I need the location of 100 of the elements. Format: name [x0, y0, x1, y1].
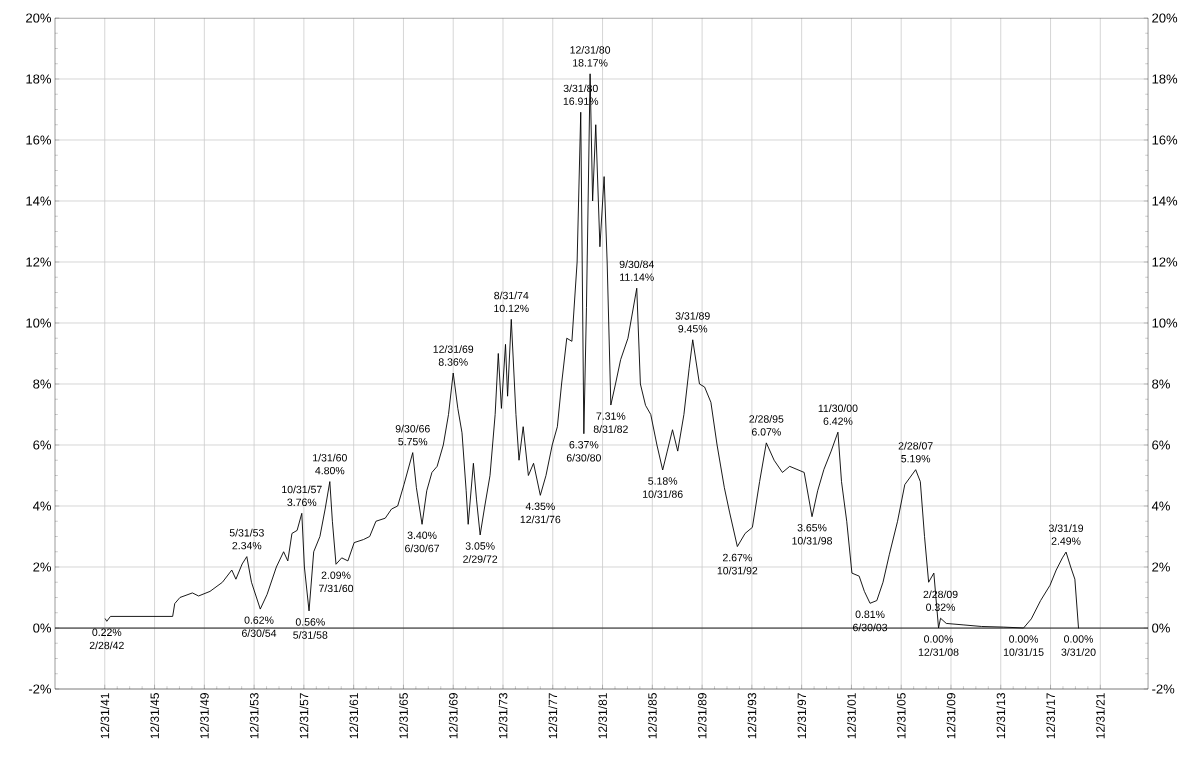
x-tick-label: 12/31/89 [697, 693, 707, 739]
x-tick-label: 12/31/17 [1046, 693, 1055, 739]
annotation: 12/31/76 [520, 515, 561, 524]
annotation: 6.07% [751, 428, 781, 436]
y2-tick-label: -2% [1152, 684, 1175, 694]
y-tick-label: -2% [28, 684, 52, 694]
y2-tick-label: 16% [1152, 135, 1178, 145]
annotation: 6/30/03 [853, 623, 888, 632]
annotation: 18.17% [573, 59, 608, 67]
y2-tick-label: 10% [1152, 318, 1178, 328]
x-tick-label: 12/31/05 [896, 693, 906, 739]
y-tick-label: 4% [32, 501, 52, 511]
annotation: 0.56% [295, 618, 325, 626]
x-tick-label: 12/31/61 [349, 693, 359, 739]
annotation: 5/31/58 [293, 631, 328, 639]
y2-tick-label: 6% [1152, 440, 1170, 450]
annotation: 2.49% [1051, 537, 1081, 545]
annotation: 8.36% [438, 358, 468, 366]
annotation: 0.00% [1064, 635, 1094, 643]
x-tick-label: 12/31/57 [299, 693, 309, 739]
annotation: 3.40% [407, 531, 437, 540]
y-tick-label: 18% [26, 74, 52, 84]
annotation: 8/31/74 [494, 291, 529, 300]
x-tick-label: 12/31/21 [1095, 693, 1105, 739]
annotation: 9/30/84 [619, 260, 654, 269]
annotation: 0.62% [244, 616, 274, 624]
x-tick-label: 12/31/49 [199, 693, 209, 739]
annotation: 7/31/60 [319, 584, 354, 593]
y2-tick-label: 2% [1152, 562, 1170, 572]
annotation: 10/31/86 [643, 490, 683, 498]
x-tick-label: 12/31/93 [747, 693, 757, 739]
x-tick-label: 12/31/45 [150, 693, 159, 739]
y2-tick-label: 8% [1152, 379, 1170, 389]
annotation: 3.65% [797, 523, 827, 532]
annotation: 0.22% [92, 628, 122, 637]
y-tick-label: 2% [33, 562, 52, 572]
x-tick-label: 12/31/97 [797, 693, 807, 739]
x-tick-label: 12/31/01 [847, 693, 856, 739]
annotation: 4.35% [525, 502, 555, 511]
annotation: 10.12% [494, 304, 529, 313]
annotation: 3.05% [465, 542, 495, 550]
annotation: 2.09% [321, 571, 351, 579]
annotation: 11/30/00 [818, 404, 858, 413]
x-tick-label: 12/31/65 [399, 693, 408, 739]
annotation: 9/30/66 [395, 424, 430, 433]
annotation: 3/31/19 [1048, 524, 1084, 532]
y2-tick-label: 12% [1152, 257, 1178, 267]
y-tick-label: 6% [33, 440, 52, 450]
annotation: 7.31% [596, 412, 626, 420]
annotation: 10/31/98 [792, 536, 832, 545]
annotation: 12/31/08 [918, 648, 959, 656]
annotation: 4.80% [315, 466, 345, 475]
annotation: 11.14% [620, 273, 654, 281]
annotation: 12/31/69 [433, 345, 474, 353]
x-tick-label: 12/31/41 [100, 693, 110, 739]
annotation: 5.19% [901, 454, 931, 463]
x-tick-label: 12/31/85 [647, 693, 657, 739]
y-tick-label: 16% [26, 135, 52, 145]
annotation: 6.42% [823, 417, 853, 425]
x-tick-label: 12/31/13 [996, 693, 1006, 739]
annotation: 6/30/80 [566, 453, 601, 462]
annotation: 8/31/82 [593, 425, 628, 433]
annotation: 10/31/92 [717, 566, 758, 575]
annotation: 6/30/54 [242, 629, 277, 637]
y-tick-label: 12% [26, 257, 52, 267]
annotation: 3/31/20 [1061, 648, 1096, 656]
x-tick-label: 12/31/81 [598, 693, 607, 739]
annotation: 9.45% [678, 325, 708, 333]
y-tick-label: 20% [26, 13, 52, 23]
y-tick-label: 14% [26, 196, 52, 206]
annotation: 0.00% [1009, 635, 1039, 643]
annotation: 0.81% [855, 610, 885, 619]
x-tick-label: 12/31/77 [548, 693, 558, 739]
annotation: 6.37% [569, 441, 599, 449]
x-tick-label: 12/31/53 [249, 693, 259, 739]
annotation: 0.32% [926, 603, 956, 611]
annotation: 2/29/72 [463, 555, 498, 563]
annotation: 1/31/60 [313, 453, 347, 462]
y-tick-label: 0% [33, 623, 52, 633]
y2-tick-label: 20% [1152, 13, 1178, 23]
y2-tick-label: 18% [1152, 74, 1178, 84]
annotation: 6/30/67 [405, 544, 440, 553]
annotation: 10/31/57 [282, 485, 322, 494]
annotation: 10/31/15 [1003, 648, 1044, 656]
x-tick-label: 12/31/09 [946, 693, 956, 739]
annotation: 3/31/89 [675, 311, 710, 320]
annotation: 5.75% [398, 437, 428, 446]
annotation: 12/31/80 [570, 45, 611, 54]
annotation: 5.18% [648, 477, 678, 485]
annotation: 2/28/42 [89, 641, 124, 650]
y-tick-label: 10% [26, 318, 52, 328]
annotation: 2/28/07 [898, 441, 933, 450]
annotation: 0.00% [924, 635, 954, 643]
y2-tick-label: 14% [1152, 196, 1178, 206]
y-tick-label: 8% [33, 379, 52, 389]
y2-tick-label: 4% [1151, 501, 1170, 511]
x-tick-label: 12/31/69 [448, 693, 458, 739]
annotation: 2/28/95 [749, 415, 784, 423]
annotation: 2.67% [723, 553, 752, 562]
annotation: 2.34% [232, 541, 262, 550]
